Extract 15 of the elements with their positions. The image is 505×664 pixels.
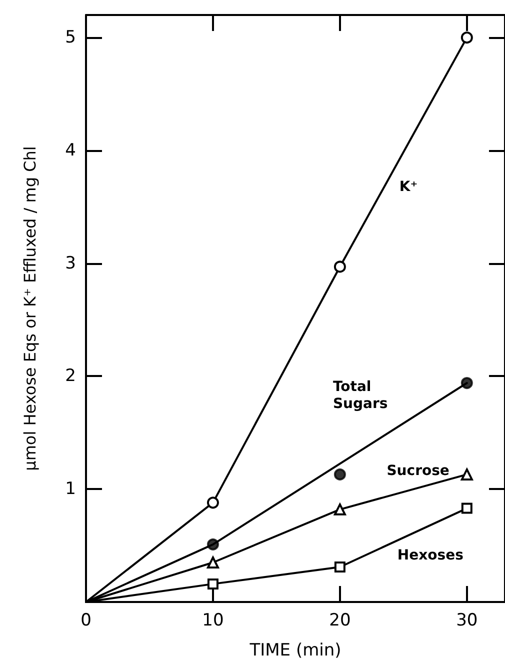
series-label: Total Sugars xyxy=(332,379,388,412)
series-label: Sucrose xyxy=(386,462,450,479)
series-label: K⁺ xyxy=(399,179,418,196)
y-tick-label: 3 xyxy=(65,253,76,274)
series-label: Hexoses xyxy=(397,548,464,564)
x-tick-label: 10 xyxy=(202,610,224,630)
y-tick-label: 5 xyxy=(65,28,76,48)
x-tick-label: 0 xyxy=(80,610,92,630)
x-tick-label: 30 xyxy=(456,610,478,630)
y-tick-label: 2 xyxy=(65,366,76,386)
y-axis-title: μmol Hexose Eqs or K⁺ Effluxed / mg Chl xyxy=(20,146,40,471)
y-tick-label: 1 xyxy=(65,479,76,500)
x-tick-label: 20 xyxy=(329,610,351,630)
y-tick-label: 4 xyxy=(65,140,76,160)
x-axis-title: TIME (min) xyxy=(248,640,342,660)
